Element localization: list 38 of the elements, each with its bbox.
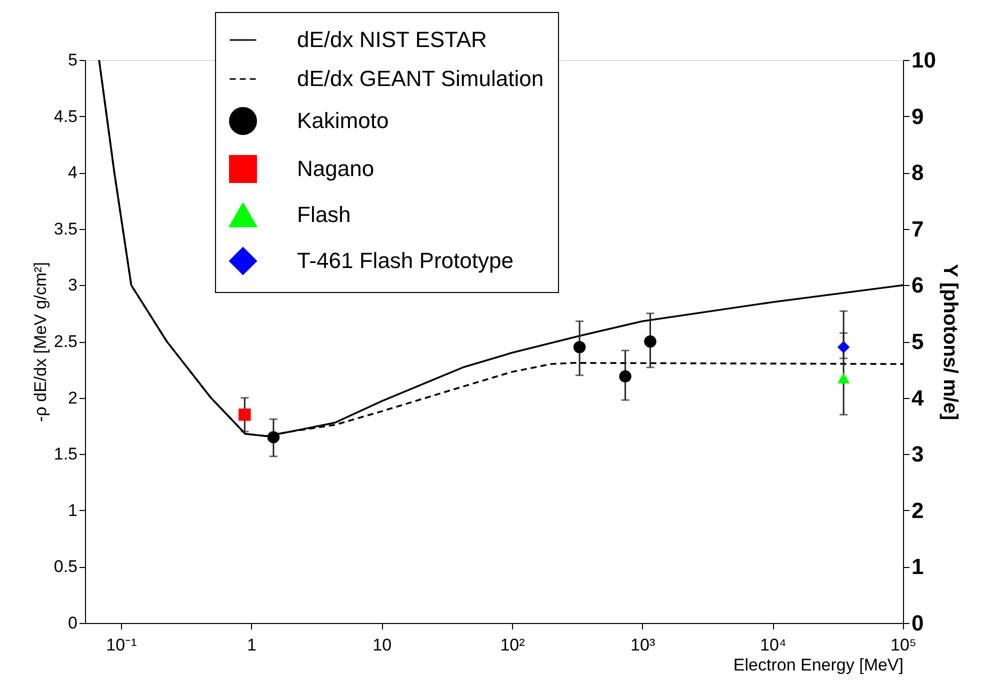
y2-tick-label: 5 — [912, 329, 924, 354]
x-tick-label: 1 — [247, 636, 257, 654]
y2-tick-label: 10 — [912, 48, 936, 72]
legend-label: T-461 Flash Prototype — [297, 248, 514, 273]
y-tick-label: 2 — [68, 388, 78, 408]
y2-tick-label: 6 — [912, 272, 924, 298]
y-tick-label: 3 — [68, 276, 78, 295]
y-tick-label: 2.5 — [54, 332, 78, 351]
legend-label: dE/dx NIST ESTAR — [297, 27, 487, 52]
y2-tick-label: 9 — [912, 104, 924, 129]
x-tick-label: 10³ — [630, 636, 656, 654]
legend-label: Flash — [297, 202, 351, 227]
x-tick-label: 10² — [500, 636, 526, 654]
legend-label: Nagano — [297, 156, 374, 181]
legend-label: dE/dx GEANT Simulation — [297, 66, 544, 91]
y2-tick-label: 7 — [912, 216, 924, 242]
x-tick-label: 10 — [372, 636, 392, 654]
legend-label: Kakimoto — [297, 108, 389, 133]
x-tick-label: 10⁵ — [890, 636, 916, 654]
y2-axis-title: Y [photons/ m/e] — [938, 264, 961, 420]
y2-tick-label: 1 — [912, 554, 924, 580]
y2-tick-label: 2 — [912, 498, 924, 523]
y-tick-label: 0 — [68, 614, 78, 632]
x-tick-label: 10⁴ — [760, 636, 786, 654]
x-axis-title: Electron Energy [MeV] — [733, 656, 904, 674]
y2-tick-label: 8 — [912, 160, 924, 186]
y2-tick-label: 3 — [912, 442, 924, 467]
y-tick-label: 4.5 — [54, 106, 78, 126]
y-axis-title: -ρ dE/dx [MeV g/cm²] — [30, 262, 50, 422]
y-tick-label: 5 — [68, 50, 78, 70]
y-tick-label: 3.5 — [54, 219, 78, 238]
y-tick-label: 4 — [68, 163, 78, 182]
y-tick-label: 0.5 — [54, 557, 78, 576]
y-tick-label: 1 — [68, 500, 78, 520]
y-tick-label: 1.5 — [54, 444, 78, 464]
y2-tick-label: 4 — [912, 385, 924, 410]
x-tick-label: 10⁻¹ — [106, 636, 138, 654]
y2-tick-label: 0 — [912, 610, 924, 636]
